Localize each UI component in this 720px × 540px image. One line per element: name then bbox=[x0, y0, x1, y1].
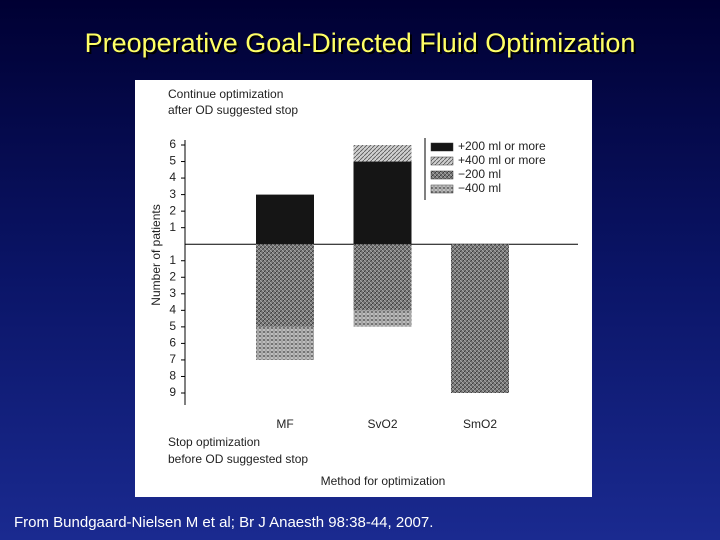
title-shadow: Preoperative Goal-Directed Fluid Optimiz… bbox=[87, 30, 638, 60]
y-tick-label: 4 bbox=[169, 170, 176, 184]
footer: From Bundgaard-Nielsen M et al; Br J Ana… bbox=[14, 514, 433, 531]
y-tick-label: 5 bbox=[169, 319, 176, 333]
y-tick-label: 2 bbox=[169, 269, 176, 283]
annotation: Stop optimization bbox=[168, 435, 260, 449]
legend-swatch bbox=[430, 184, 454, 194]
legend-swatch bbox=[430, 142, 454, 152]
y-axis-label: Number of patients bbox=[149, 204, 163, 305]
y-tick-label: 1 bbox=[169, 253, 176, 267]
bar-segment bbox=[353, 161, 412, 245]
y-tick-label: 2 bbox=[169, 203, 176, 217]
legend-swatch bbox=[430, 170, 454, 180]
bar-segment bbox=[353, 310, 412, 327]
y-tick-label: 3 bbox=[169, 187, 176, 201]
bar-segment bbox=[353, 145, 412, 162]
bar-segment bbox=[451, 244, 509, 393]
y-tick-label: 5 bbox=[169, 154, 176, 168]
legend-label: +400 ml or more bbox=[458, 153, 546, 167]
title: Preoperative Goal-Directed Fluid Optimiz… bbox=[85, 28, 636, 58]
annotation: Continue optimization bbox=[168, 87, 283, 101]
annotation: after OD suggested stop bbox=[168, 103, 298, 117]
y-tick-label: 3 bbox=[169, 286, 176, 300]
x-tick-label: SvO2 bbox=[367, 417, 397, 431]
x-tick-label: MF bbox=[276, 417, 293, 431]
bar-segment bbox=[256, 326, 314, 360]
bar-segment bbox=[353, 244, 412, 311]
y-tick-label: 6 bbox=[169, 137, 176, 151]
x-axis-label: Method for optimization bbox=[321, 474, 446, 488]
legend-label: +200 ml or more bbox=[458, 139, 546, 153]
y-tick-label: 7 bbox=[169, 352, 176, 366]
y-tick-label: 6 bbox=[169, 336, 176, 350]
chart: 9 8 7 6 5 4 3 2 1 1 2 3 4 5 6 Number of patients Method … bbox=[149, 87, 578, 488]
bar-segment bbox=[256, 194, 314, 245]
x-tick-label: SmO2 bbox=[463, 417, 497, 431]
annotation: before OD suggested stop bbox=[168, 452, 308, 466]
bar-segment bbox=[256, 244, 314, 327]
legend-swatch bbox=[430, 156, 454, 166]
legend-label: −200 ml bbox=[458, 167, 501, 181]
y-tick-label: 8 bbox=[169, 369, 176, 383]
legend-label: −400 ml bbox=[458, 181, 501, 195]
y-tick-label: 9 bbox=[169, 385, 176, 399]
y-tick-label: 4 bbox=[169, 303, 176, 317]
y-tick-label: 1 bbox=[169, 220, 176, 234]
